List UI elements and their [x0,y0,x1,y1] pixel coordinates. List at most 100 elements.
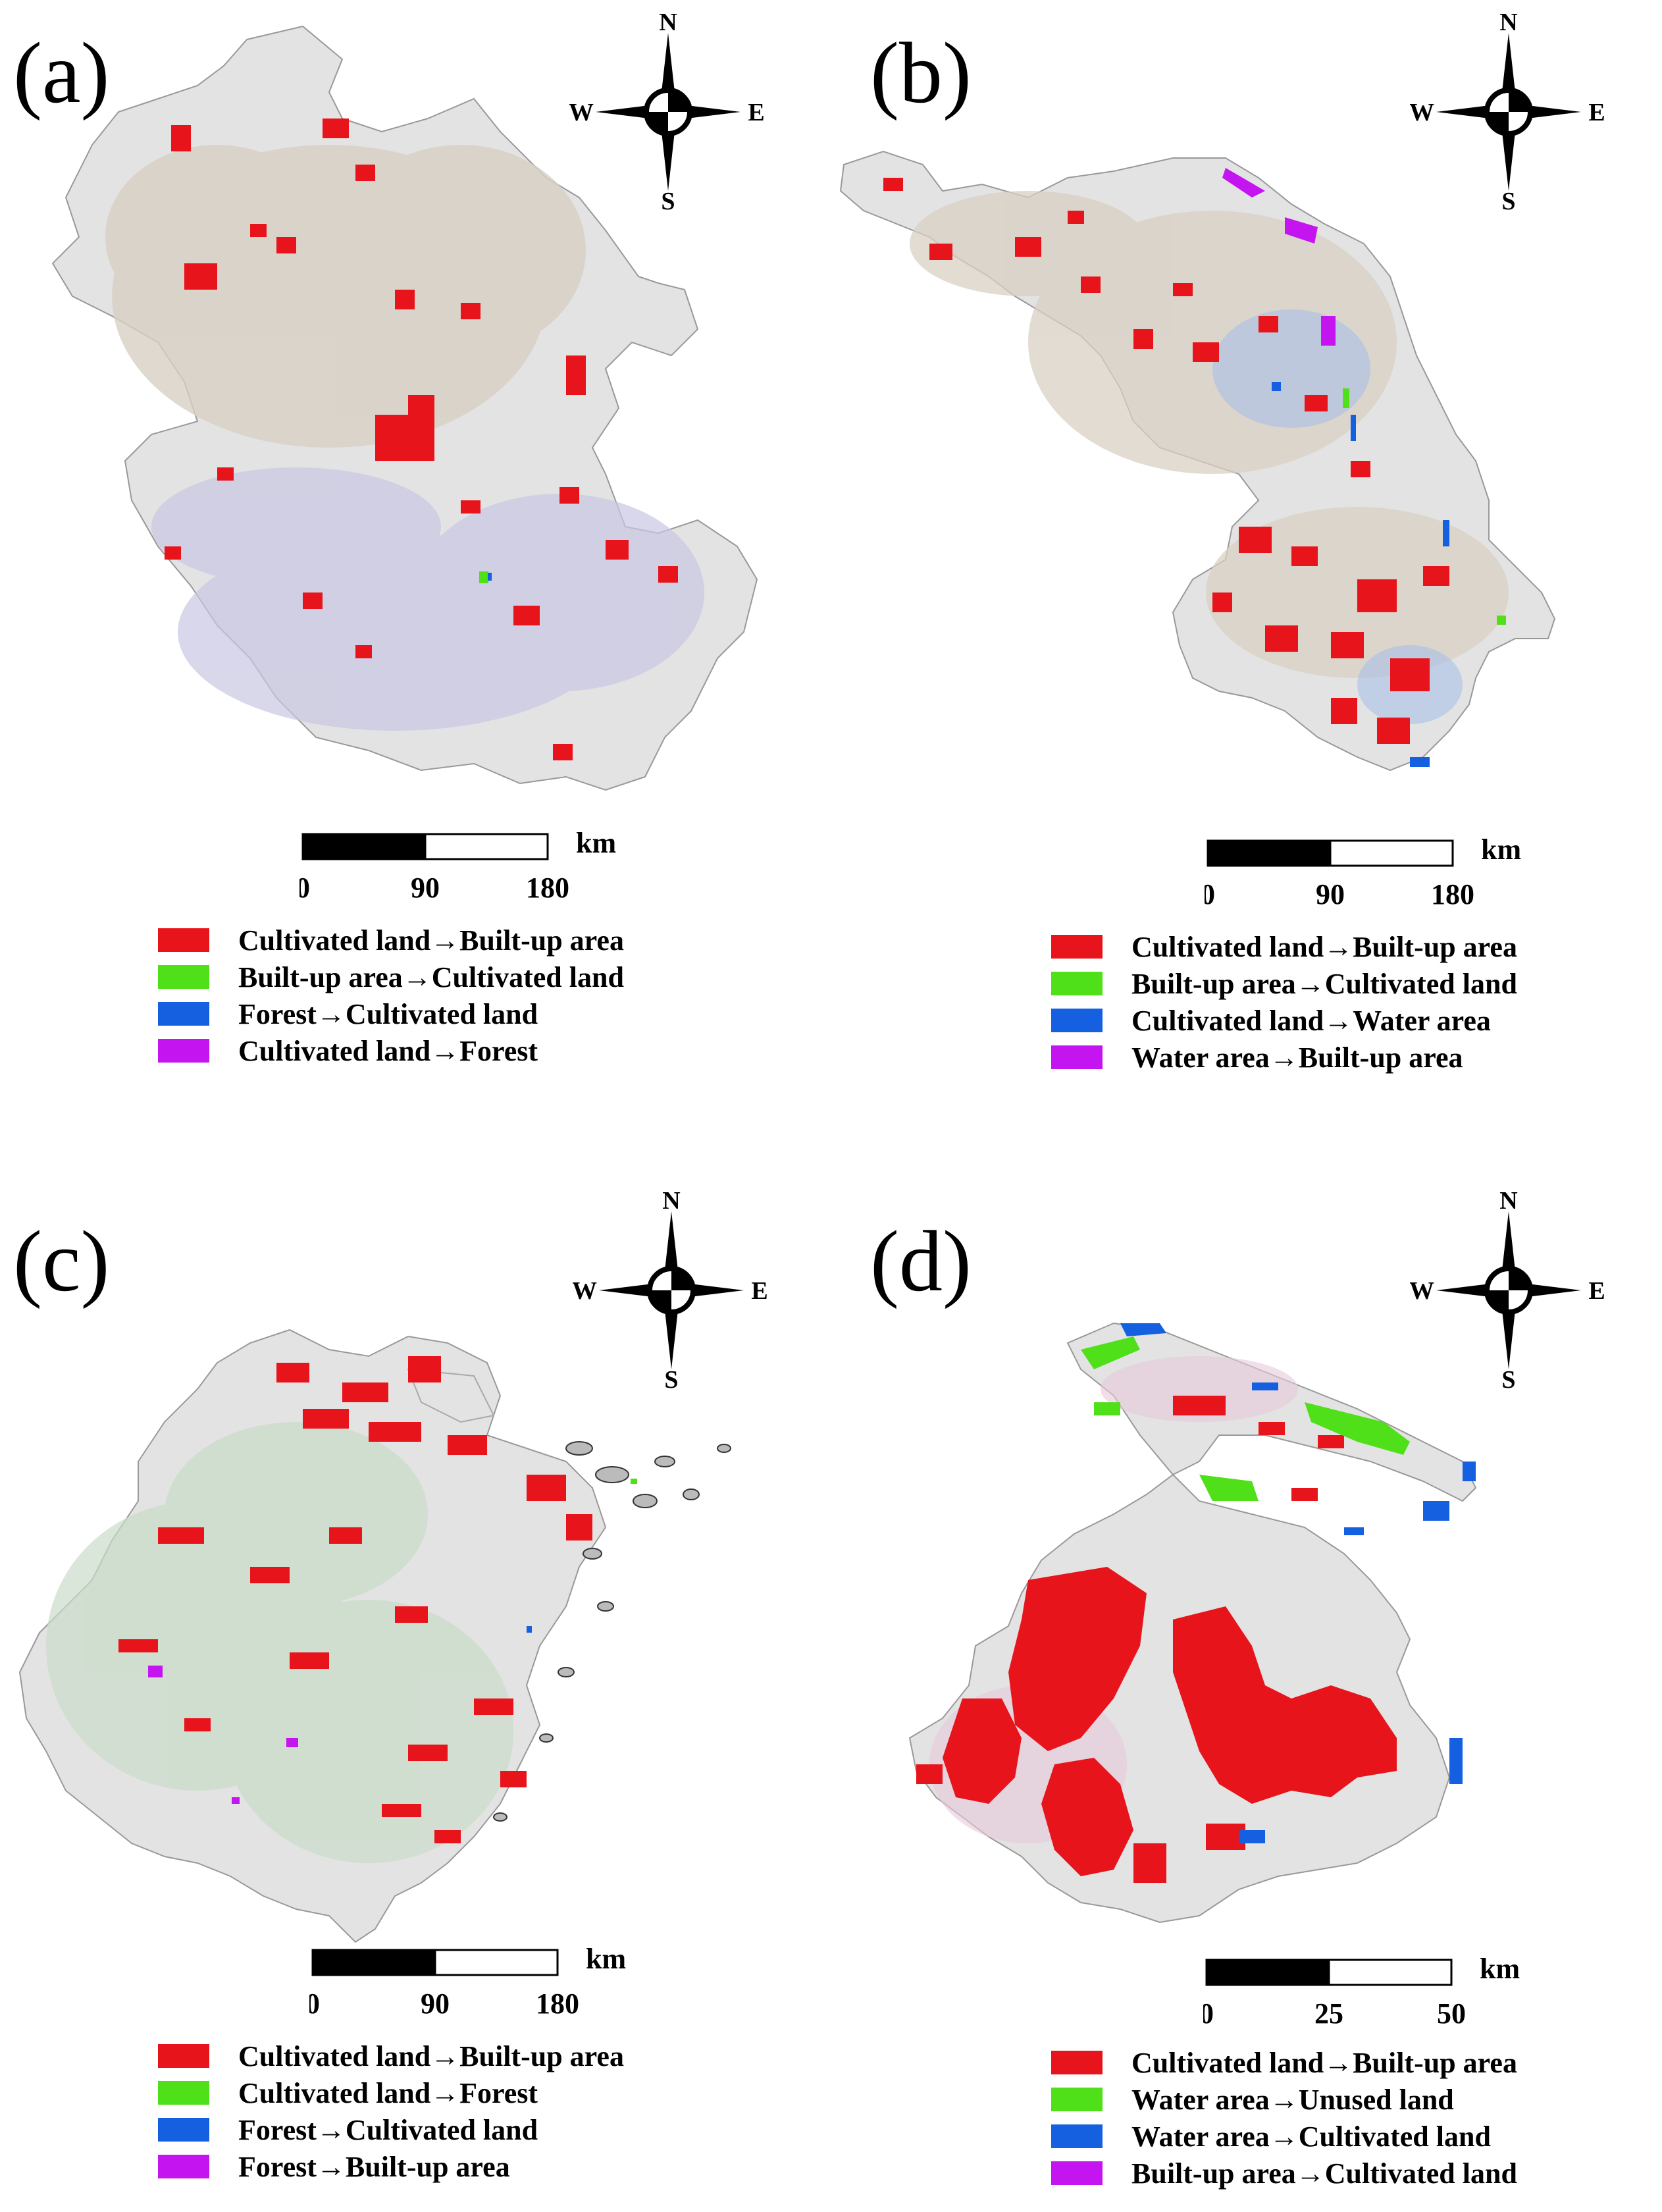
legend-label: Water area→Cultivated land [1131,2120,1491,2153]
legend: Cultivated land→Built-up area Cultivated… [158,2038,624,2185]
change-patches-green [1343,388,1506,625]
legend-item: Forest→Cultivated land [158,995,624,1032]
scale-tick-0: 0 [1205,878,1215,910]
legend: Cultivated land→Built-up area Built-up a… [1051,928,1517,1076]
panel-d: (d) N S W E [831,1106,1661,2212]
compass-w: W [1410,99,1434,126]
legend-label: Forest→Cultivated land [238,2113,538,2146]
scale-bar: km 0 90 180 [299,827,616,904]
compass-rose-icon: N S W E [1410,1192,1605,1389]
change-patches-purple [1222,168,1336,346]
legend-label: Cultivated land→Built-up area [238,924,624,957]
compass-star [599,1211,744,1369]
panel-c: (c) N S W E [0,1106,831,2212]
change-patches-green [631,1479,637,1484]
legend-item: Cultivated land→Built-up area [1051,928,1517,965]
scale-unit: km [576,827,616,859]
panel-label: (c) [13,1213,110,1309]
scale-tick-1: 90 [1316,878,1345,910]
legend-item: Forest→Cultivated land [158,2111,624,2148]
change-patches-red [916,1396,1397,1883]
legend-swatch [1051,935,1103,959]
scale-unit: km [586,1943,626,1975]
legend-swatch [158,928,209,952]
legend-swatch [1051,1045,1103,1069]
map-jiangsu [839,150,1556,772]
legend-label: Forest→Cultivated land [238,997,538,1030]
scale-tick-1: 25 [1314,1997,1343,2030]
compass-e: E [1588,1277,1605,1305]
panel-b: (b) N S W E [831,0,1661,1106]
compass-e: E [751,1277,767,1305]
panel-a: (a) N S W E [0,0,831,1106]
compass-w: W [573,1277,597,1305]
legend-swatch [1051,2124,1103,2148]
compass-n: N [659,13,677,36]
scale-tick-0: 0 [299,872,310,904]
compass-n: N [1499,13,1517,36]
compass-w: W [1410,1277,1434,1305]
compass-s: S [661,188,675,211]
change-patches-green [1081,1336,1410,1501]
legend-label: Water area→Built-up area [1131,1041,1463,1074]
compass-s: S [664,1366,678,1389]
islands [493,1441,731,1822]
legend-swatch [158,1039,209,1063]
compass-rose-icon: N S W E [569,13,765,211]
legend-item: Cultivated land→Built-up area [158,922,624,959]
legend-item: Cultivated land→Built-up area [1051,2044,1517,2081]
scale-tick-2: 180 [536,1988,579,2020]
legend: Cultivated land→Built-up area Built-up a… [158,922,624,1069]
legend-label: Built-up area→Cultivated land [238,961,624,993]
change-patches-blue [527,1626,532,1633]
legend-item: Cultivated land→Forest [158,1032,624,1069]
legend: Cultivated land→Built-up area Water area… [1051,2044,1517,2192]
legend-label: Cultivated land→Built-up area [1131,930,1517,963]
compass-w: W [569,99,594,126]
scale-tick-2: 50 [1437,1997,1466,2030]
legend-label: Cultivated land→Water area [1131,1004,1491,1037]
legend-swatch [1051,2161,1103,2185]
compass-star [1436,33,1581,191]
panel-label: (a) [13,24,110,121]
legend-label: Built-up area→Cultivated land [1131,967,1517,1000]
change-patches-red [118,1356,592,1843]
compass-rose-icon: N S W E [1410,13,1605,211]
panel-label: (b) [870,24,972,121]
compass-rose-icon: N S W E [573,1192,768,1389]
legend-item: Built-up area→Cultivated land [158,959,624,995]
legend-swatch [158,1002,209,1026]
legend-item: Cultivated land→Water area [1051,1002,1517,1039]
legend-item: Built-up area→Cultivated land [1051,2155,1517,2192]
compass-star [1436,1211,1581,1369]
compass-n: N [662,1192,680,1215]
map-zhejiang [18,1329,731,1943]
scale-tick-1: 90 [421,1988,450,2020]
scale-tick-1: 90 [411,872,440,904]
scale-unit: km [1481,833,1521,866]
change-patches-red [165,118,678,760]
legend-item: Cultivated land→Built-up area [158,2038,624,2074]
scale-bar: km 0 25 50 [1203,1953,1520,2030]
change-patches-purple [148,1666,298,1804]
compass-e: E [1588,99,1605,126]
legend-label: Cultivated land→Built-up area [1131,2046,1517,2079]
legend-label: Cultivated land→Forest [238,1034,538,1067]
change-patches-blue [1120,1323,1476,1843]
texture-forest [151,467,704,731]
change-patches-blue [488,573,492,581]
change-patches-red [883,178,1449,744]
compass-n: N [1499,1192,1517,1215]
legend-label: Water area→Unused land [1131,2083,1454,2116]
scale-unit: km [1480,1953,1520,1985]
legend-swatch [1051,1009,1103,1032]
legend-label: Forest→Built-up area [238,2150,510,2183]
change-patches-blue [1272,382,1449,767]
legend-swatch [158,2044,209,2068]
map-shanghai [908,1322,1477,1924]
scale-tick-2: 180 [526,872,569,904]
scale-tick-0: 0 [1203,1997,1214,2030]
scale-tick-0: 0 [309,1988,320,2020]
compass-star [596,33,740,191]
legend-swatch [158,2118,209,2142]
